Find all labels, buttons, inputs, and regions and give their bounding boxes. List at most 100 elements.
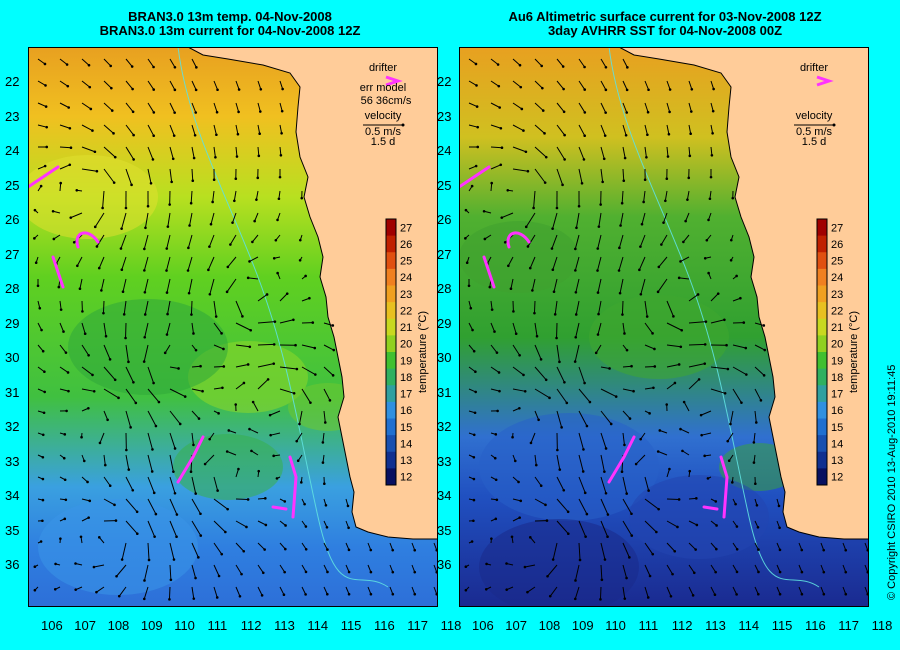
left-lon-label: 112 (240, 618, 262, 633)
right-colorbar-label: temperature (°C) (848, 311, 860, 393)
left-colorbar-tick: 14 (400, 438, 412, 450)
right-lon-label: 110 (605, 618, 626, 633)
left-colorbar-tick: 19 (400, 355, 412, 367)
right-legend-drifter-label: drifter (800, 62, 828, 74)
left-colorbar-label: temperature (°C) (417, 311, 429, 393)
right-lat-label: 34 (437, 488, 452, 503)
right-lon-label: 116 (805, 618, 826, 633)
right-colorbar-tick: 16 (831, 405, 843, 417)
right-colorbar-tick: 25 (831, 256, 843, 268)
left-drifter-marker (385, 75, 403, 87)
right-lat-label: 26 (437, 212, 452, 227)
left-legend-velocity-scale: 0.5 m/s (365, 126, 402, 138)
right-colorbar-tick: 19 (831, 355, 843, 367)
copyright-text: © Copyright CSIRO 2010 13-Aug-2010 19:11… (886, 364, 898, 600)
left-lat-label: 27 (5, 246, 20, 262)
left-legend-err-label: err model (360, 82, 406, 94)
left-lon-label: 115 (340, 618, 362, 633)
right-lon-label: 113 (705, 618, 726, 633)
right-legend-velocity-time: 1.5 d (802, 136, 826, 148)
right-lon-label: 118 (871, 618, 893, 633)
right-colorbar-tick: 21 (831, 322, 843, 334)
left-velocity-arrows (33, 58, 438, 601)
right-lat-label: 31 (437, 384, 452, 400)
right-legend-velocity-scale: 0.5 m/s (796, 126, 833, 138)
left-legend-drifter-label: drifter (369, 62, 397, 74)
right-panel-title: Au6 Altimetric surface current for 03-No… (460, 10, 870, 38)
right-lat-label: 36 (437, 557, 452, 572)
left-legend-velocity-time: 1.5 d (371, 136, 395, 148)
right-title-line1: Au6 Altimetric surface current for 03-No… (508, 9, 822, 24)
right-colorbar-tick: 27 (831, 222, 843, 234)
right-lon-label: 115 (771, 618, 793, 633)
left-lat-label: 22 (5, 74, 20, 89)
left-colorbar-tick: 24 (400, 272, 412, 284)
left-lon-label: 113 (274, 618, 295, 633)
right-bathymetry-contour (608, 47, 820, 588)
right-colorbar-tick: 13 (831, 455, 843, 467)
right-drifter-marker (816, 75, 834, 87)
left-lon-label: 109 (140, 618, 163, 633)
left-lat-label: 29 (5, 315, 20, 331)
left-title-line1: BRAN3.0 13m temp. 04-Nov-2008 (128, 9, 332, 24)
right-lon-label: 112 (671, 618, 693, 633)
right-land-area (618, 47, 869, 540)
left-colorbar-tick: 22 (400, 305, 412, 317)
right-lon-label: 109 (571, 618, 594, 633)
right-lat-label: 33 (437, 453, 452, 469)
left-colorbar-tick: 25 (400, 256, 412, 268)
left-colorbar: 27 26 25 24 23 22 21 20 19 18 17 16 15 14 13 12 temperat… (385, 218, 429, 486)
right-drifter-tracks (459, 165, 729, 519)
left-lat-label: 32 (5, 419, 20, 434)
right-lon-label: 106 (472, 618, 494, 633)
left-bathymetry-contour (177, 47, 389, 588)
right-lon-label: 107 (505, 618, 527, 633)
left-legend-velocity-label: velocity (365, 110, 402, 122)
left-lon-label: 107 (74, 618, 96, 633)
right-lat-label: 28 (437, 281, 452, 296)
left-legend-err-value: 56 36cm/s (361, 95, 412, 107)
right-legend-velocity-label: velocity (796, 110, 833, 122)
left-lat-label: 28 (5, 281, 20, 296)
right-lat-label: 25 (437, 177, 452, 193)
right-lat-label: 24 (437, 143, 452, 158)
left-colorbar-tick: 27 (400, 222, 412, 234)
left-map-panel[interactable]: drifter err model 56 36cm/s velocity 0.5 m/s… (28, 47, 438, 607)
right-lon-label: 108 (538, 618, 561, 633)
right-lat-label: 30 (437, 350, 452, 365)
left-panel-title: BRAN3.0 13m temp. 04-Nov-2008 BRAN3.0 13… (30, 10, 430, 38)
right-colorbar-tick: 17 (831, 389, 843, 401)
left-colorbar-tick: 13 (400, 455, 412, 467)
right-title-line2: 3day AVHRR SST for 04-Nov-2008 00Z (547, 23, 783, 38)
right-map-panel[interactable]: drifter velocity 0.5 m/s 1.5 d 27 26 25 24 23 22 2… (459, 47, 869, 607)
left-title-line2: BRAN3.0 13m current for 04-Nov-2008 12Z (99, 23, 361, 38)
right-lat-label: 22 (437, 74, 452, 89)
left-colorbar-tick: 15 (400, 422, 412, 434)
right-colorbar-tick: 20 (831, 339, 843, 351)
left-lat-label: 31 (5, 384, 20, 400)
right-lat-label: 35 (437, 522, 452, 538)
left-colorbar-tick: 12 (400, 472, 412, 484)
left-lat-label: 36 (5, 557, 20, 572)
left-drifter-tracks (28, 165, 298, 519)
left-colorbar-tick: 23 (400, 289, 412, 301)
right-colorbar-tick: 18 (831, 372, 843, 384)
right-colorbar-tick: 15 (831, 422, 843, 434)
left-colorbar-tick: 21 (400, 322, 412, 334)
left-lon-label: 111 (207, 618, 228, 633)
left-colorbar-tick: 20 (400, 339, 412, 351)
left-lon-label: 116 (374, 618, 395, 633)
right-colorbar-tick: 22 (831, 305, 843, 317)
right-colorbar-tick: 14 (831, 438, 843, 450)
left-lat-label: 30 (5, 350, 20, 365)
left-lat-label: 34 (5, 488, 20, 503)
left-lat-label: 24 (5, 143, 20, 158)
right-lon-label: 114 (738, 618, 760, 633)
left-lat-label: 33 (5, 453, 20, 469)
right-colorbar-tick: 24 (831, 272, 843, 284)
right-velocity-arrows (464, 58, 869, 601)
left-lat-label: 25 (5, 177, 20, 193)
